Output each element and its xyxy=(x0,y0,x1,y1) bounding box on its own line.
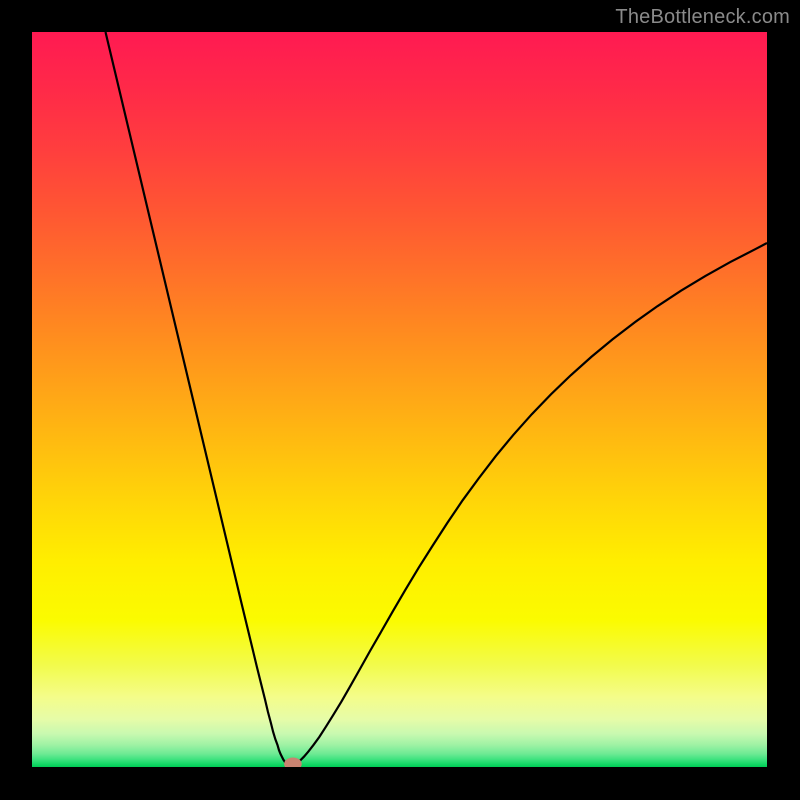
watermark-text: TheBottleneck.com xyxy=(615,6,790,29)
gradient-background xyxy=(32,32,767,767)
bottleneck-chart xyxy=(32,32,767,767)
